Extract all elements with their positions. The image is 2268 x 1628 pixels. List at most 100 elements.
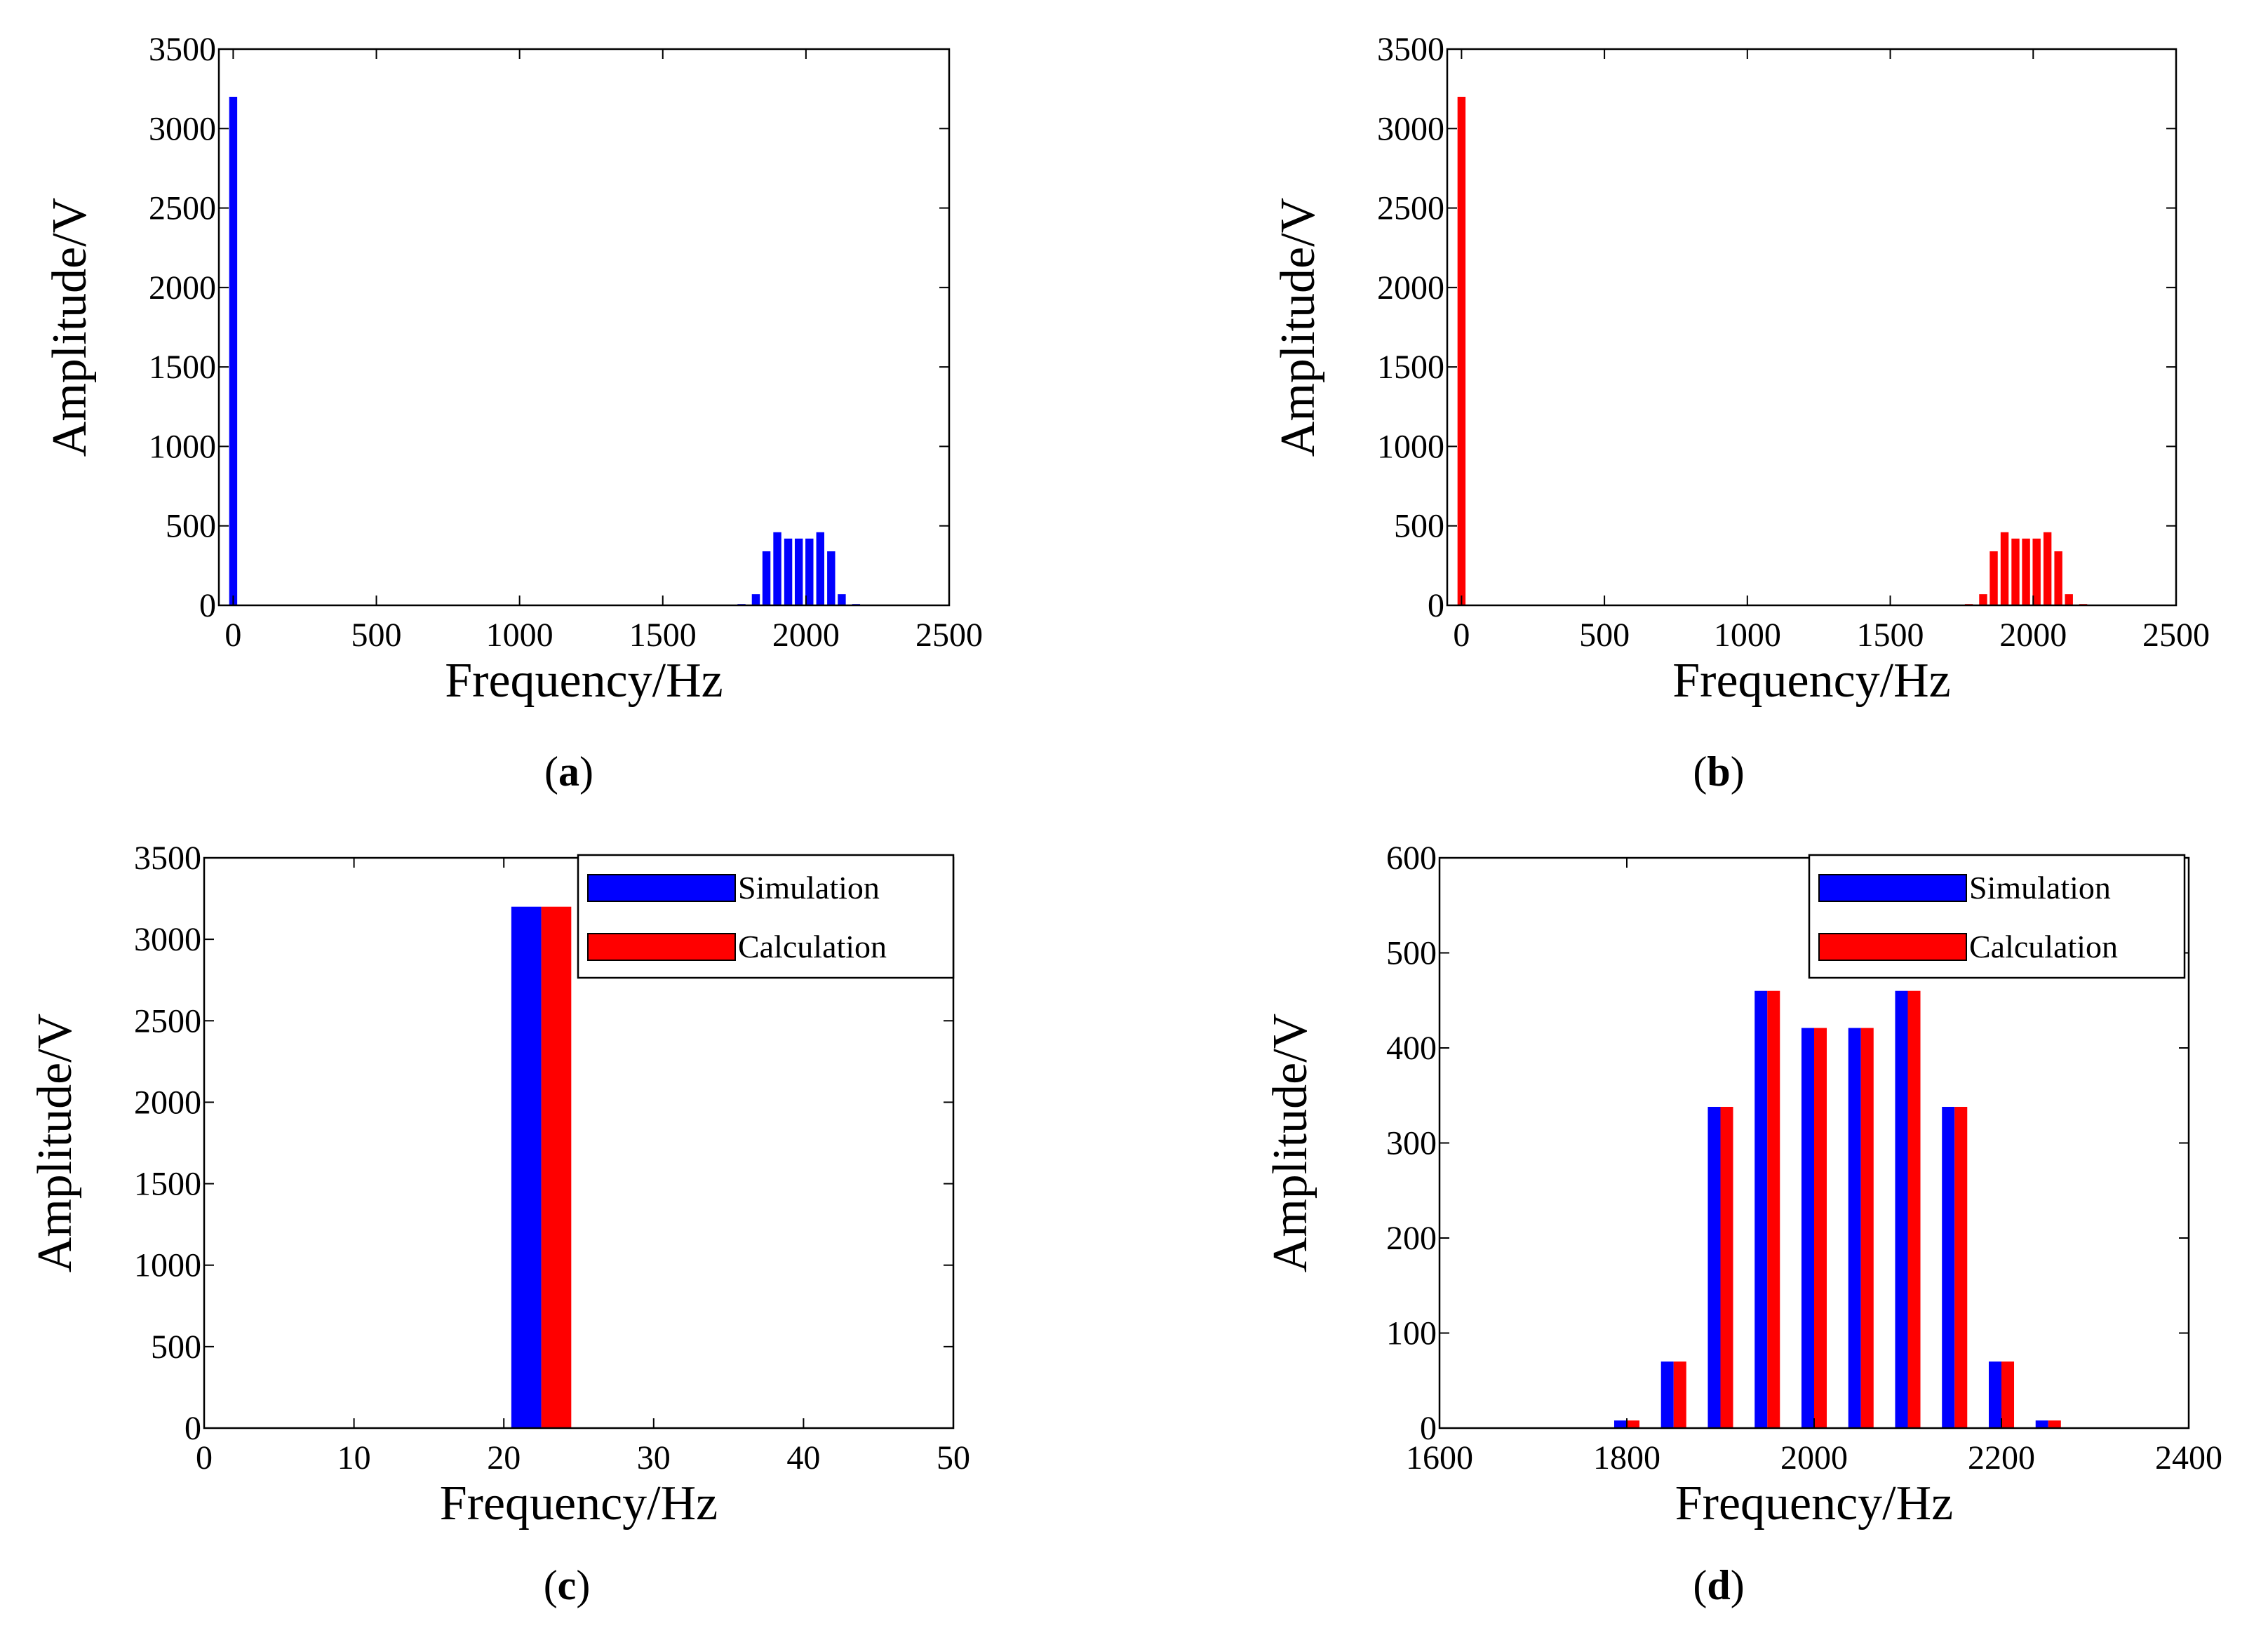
- legend: Simulation Calculation: [1808, 854, 2186, 979]
- series-calculation: [1580, 990, 2061, 1428]
- y-tick-label: 3500: [149, 31, 216, 68]
- y-tick-label: 0: [184, 1410, 201, 1447]
- legend-label-calculation: Calculation: [1969, 929, 2118, 964]
- legend-swatch-calculation: [587, 933, 736, 961]
- y-axis-title: Amplitude/V: [28, 1014, 82, 1272]
- bar: [2022, 538, 2030, 605]
- legend: Simulation Calculation: [577, 854, 955, 979]
- y-tick-label: 3000: [1377, 110, 1444, 147]
- y-tick-label: 2000: [134, 1084, 201, 1121]
- bar: [1979, 594, 1987, 605]
- legend-label-simulation: Simulation: [738, 870, 880, 906]
- y-tick-label: 500: [1386, 935, 1437, 972]
- y-tick-label: 500: [1394, 508, 1444, 545]
- x-tick-label: 1500: [1857, 617, 1924, 654]
- y-tick-label: 2000: [149, 269, 216, 307]
- bar: [838, 594, 846, 605]
- bar: [827, 551, 836, 605]
- series-simulation: [511, 906, 542, 1428]
- bar: [1942, 1107, 1955, 1428]
- y-tick-label: 0: [1420, 1410, 1437, 1447]
- y-tick-label: 100: [1386, 1315, 1437, 1352]
- bar: [2065, 594, 2073, 605]
- x-tick-label: 1000: [486, 617, 553, 654]
- bar: [1907, 990, 1921, 1428]
- y-tick-label: 2500: [149, 190, 216, 227]
- panel-a: 0 500 1000 1500 2000 2500 0 500 1000 1500 2000 2500…: [43, 31, 983, 795]
- bar: [1660, 1361, 1674, 1428]
- y-tick-label: 200: [1386, 1220, 1437, 1257]
- x-tick-label: 2200: [1968, 1439, 2035, 1476]
- legend-swatch-simulation: [1818, 874, 1967, 902]
- x-tick-label: 2400: [2155, 1439, 2222, 1476]
- series-simulation: [229, 96, 861, 606]
- legend-label-simulation: Simulation: [1969, 870, 2111, 906]
- x-tick-label: 2000: [772, 617, 840, 654]
- x-tick-label: 1800: [1593, 1439, 1660, 1476]
- series-simulation: [1567, 990, 2048, 1428]
- bar: [1627, 1420, 1640, 1428]
- y-tick-label: 1500: [134, 1166, 201, 1203]
- plot-frame: [217, 48, 951, 607]
- y-axis-title: Amplitude/V: [1263, 1014, 1317, 1272]
- x-tick-label: 20: [487, 1439, 521, 1476]
- y-tick-label: 2000: [1377, 269, 1444, 307]
- bar: [773, 532, 781, 605]
- bar: [1860, 1028, 1874, 1428]
- legend-swatch-simulation: [587, 874, 736, 902]
- x-tick-label: 0: [224, 617, 241, 654]
- x-axis-title: Frequency/Hz: [440, 1476, 718, 1531]
- y-tick-label: 2500: [134, 1002, 201, 1040]
- x-tick-label: 50: [937, 1439, 970, 1476]
- bar: [1673, 1361, 1686, 1428]
- y-tick-label: 500: [151, 1328, 201, 1366]
- legend-label-calculation: Calculation: [738, 929, 887, 964]
- bar: [1457, 96, 1466, 606]
- bar: [784, 538, 793, 605]
- y-tick-label: 3000: [149, 110, 216, 147]
- x-tick-label: 2000: [1780, 1439, 1848, 1476]
- bar: [541, 906, 572, 1428]
- bar: [1707, 1107, 1721, 1428]
- y-tick-label: 3000: [134, 921, 201, 958]
- x-tick-label: 500: [1579, 617, 1630, 654]
- x-tick-label: 0: [196, 1439, 213, 1476]
- x-tick-label: 30: [637, 1439, 671, 1476]
- bar: [1954, 1107, 1968, 1428]
- bar: [1767, 990, 1780, 1428]
- y-axis-title: Amplitude/V: [1271, 198, 1325, 457]
- bar: [762, 551, 771, 605]
- bar: [2035, 1420, 2048, 1428]
- y-tick-label: 500: [166, 508, 216, 545]
- y-tick-label: 3500: [1377, 31, 1444, 68]
- x-tick-label: 40: [786, 1439, 820, 1476]
- series-calculation: [1457, 96, 2088, 606]
- x-tick-label: 0: [1453, 617, 1470, 654]
- y-tick-label: 1500: [149, 349, 216, 386]
- bar: [1895, 990, 1908, 1428]
- x-axis-title: Frequency/Hz: [1675, 1476, 1954, 1531]
- bar: [816, 532, 825, 605]
- y-tick-label: 400: [1386, 1030, 1437, 1067]
- bar: [1848, 1028, 1861, 1428]
- bar: [2000, 532, 2009, 605]
- plot-frame: [1446, 48, 2178, 607]
- bar: [1754, 990, 1768, 1428]
- bar: [511, 906, 542, 1428]
- bar: [2032, 538, 2041, 605]
- y-tick-label: 1500: [1377, 349, 1444, 386]
- y-tick-label: 0: [1428, 587, 1444, 624]
- bar: [1720, 1107, 1733, 1428]
- bar: [751, 594, 760, 605]
- x-tick-label: 2500: [915, 617, 983, 654]
- bar: [1613, 1420, 1627, 1428]
- x-tick-label: 1500: [629, 617, 697, 654]
- legend-swatch-calculation: [1818, 933, 1967, 961]
- bar: [2043, 532, 2052, 605]
- x-tick-label: 2000: [1999, 617, 2067, 654]
- y-tick-label: 300: [1386, 1125, 1437, 1162]
- panel-label: (d): [1693, 1562, 1744, 1608]
- panel-label: (b): [1693, 748, 1744, 795]
- bar: [2054, 551, 2062, 605]
